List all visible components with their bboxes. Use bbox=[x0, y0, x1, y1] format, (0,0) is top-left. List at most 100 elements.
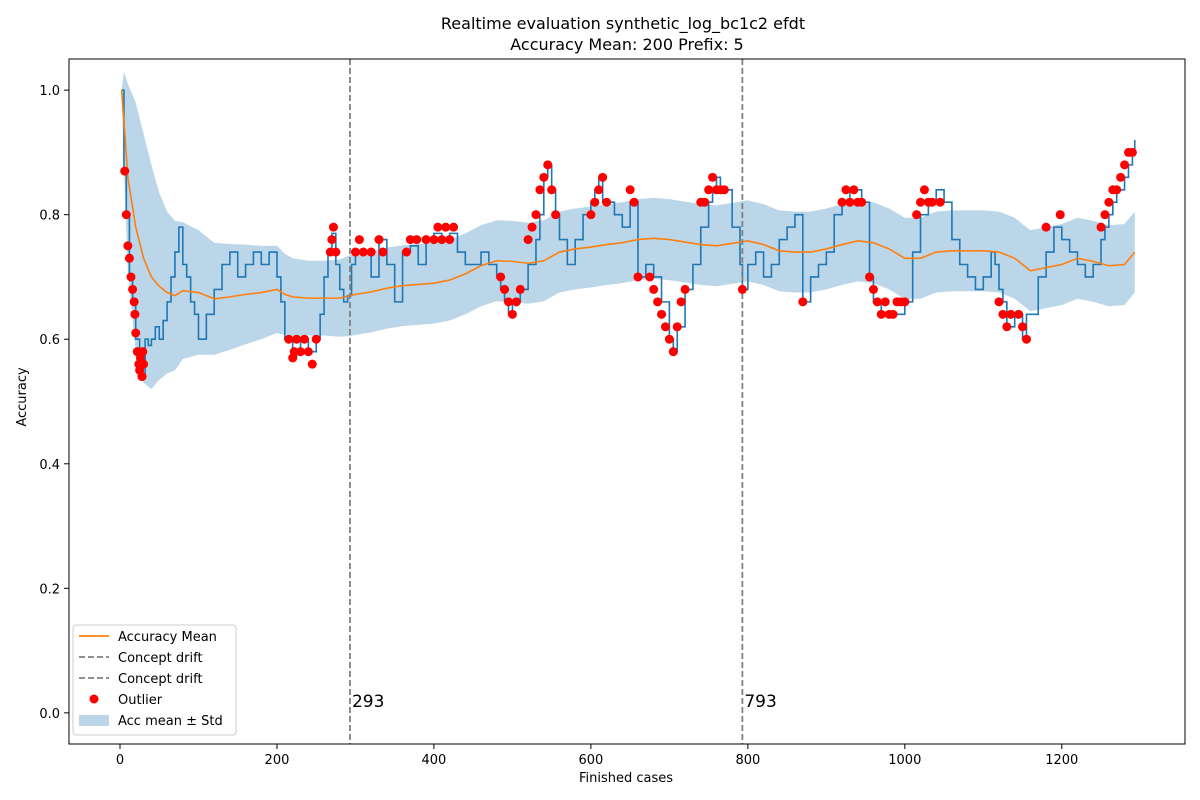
outlier-point bbox=[441, 222, 451, 232]
outlier-point bbox=[586, 210, 596, 220]
outlier-point bbox=[1096, 222, 1106, 232]
x-tick-label: 400 bbox=[422, 753, 447, 768]
outlier-point bbox=[284, 334, 294, 344]
outlier-point bbox=[660, 322, 670, 332]
plot-area: 293 793 0 200 400 600 800 1000 1200 0.0 0.2 0.4 0.6 0… bbox=[39, 58, 1186, 768]
outlier-point bbox=[919, 185, 929, 195]
outlier-point bbox=[737, 284, 747, 294]
outlier-point bbox=[511, 297, 521, 307]
chart-subtitle: Accuracy Mean: 200 Prefix: 5 bbox=[510, 35, 743, 54]
y-tick-label: 0.4 bbox=[39, 458, 60, 473]
outlier-point bbox=[129, 297, 139, 307]
outlier-point bbox=[421, 235, 431, 245]
outlier-point bbox=[500, 284, 510, 294]
accuracy-line bbox=[121, 89, 1136, 378]
outlier-point bbox=[868, 284, 878, 294]
outlier-point bbox=[704, 185, 714, 195]
outlier-point bbox=[139, 359, 149, 369]
accuracy-mean-line bbox=[120, 90, 1136, 300]
outlier-point bbox=[602, 197, 612, 207]
outlier-point bbox=[374, 235, 384, 245]
y-tick-label: 1.0 bbox=[39, 84, 60, 99]
outlier-point bbox=[1018, 322, 1028, 332]
outlier-point bbox=[507, 309, 517, 319]
outlier-point bbox=[437, 235, 447, 245]
outlier-point bbox=[625, 185, 635, 195]
outlier-point bbox=[531, 210, 541, 220]
outlier-point bbox=[916, 197, 926, 207]
x-tick-label: 1000 bbox=[888, 753, 921, 768]
outlier-point bbox=[120, 166, 130, 176]
outlier-point bbox=[299, 334, 309, 344]
outlier-point bbox=[1100, 210, 1110, 220]
outlier-point bbox=[633, 272, 643, 282]
outlier-point bbox=[649, 284, 659, 294]
outlier-point bbox=[523, 235, 533, 245]
outlier-point bbox=[292, 334, 302, 344]
outlier-point bbox=[429, 235, 439, 245]
outlier-point bbox=[378, 247, 388, 257]
outlier-point bbox=[350, 247, 360, 257]
outlier-point bbox=[539, 172, 549, 182]
outlier-point bbox=[998, 309, 1008, 319]
outlier-point bbox=[503, 297, 513, 307]
outlier-point bbox=[1014, 309, 1024, 319]
legend-label: Acc mean ± Std bbox=[118, 714, 223, 729]
outlier-point bbox=[653, 297, 663, 307]
outlier-point bbox=[138, 347, 148, 357]
outlier-point bbox=[296, 347, 306, 357]
outlier-point bbox=[845, 197, 855, 207]
outlier-point bbox=[366, 247, 376, 257]
outlier-point bbox=[126, 272, 136, 282]
outlier-point bbox=[700, 197, 710, 207]
outlier-point bbox=[527, 222, 537, 232]
outlier-point bbox=[327, 235, 337, 245]
outlier-point bbox=[676, 297, 686, 307]
axes-frame bbox=[68, 58, 1186, 745]
outlier-point bbox=[598, 172, 608, 182]
outlier-point bbox=[128, 284, 138, 294]
outlier-point bbox=[590, 197, 600, 207]
outlier-point bbox=[401, 247, 411, 257]
outlier-point bbox=[496, 272, 506, 282]
outlier-point bbox=[445, 235, 455, 245]
outlier-point bbox=[121, 210, 131, 220]
outlier-point bbox=[994, 297, 1004, 307]
legend-swatch-patch bbox=[79, 715, 109, 726]
outlier-point bbox=[328, 222, 338, 232]
outlier-point bbox=[672, 322, 682, 332]
y-tick-label: 0.2 bbox=[39, 582, 60, 597]
outlier-point bbox=[515, 284, 525, 294]
y-tick-label: 0.6 bbox=[39, 333, 60, 348]
outlier-point bbox=[307, 359, 317, 369]
outlier-point bbox=[131, 328, 141, 338]
outlier-point bbox=[1002, 322, 1012, 332]
outlier-point bbox=[912, 210, 922, 220]
legend-label: Concept drift bbox=[118, 672, 203, 687]
outlier-point bbox=[303, 347, 313, 357]
outlier-point bbox=[433, 222, 443, 232]
outlier-point bbox=[137, 372, 147, 382]
outlier-point bbox=[311, 334, 321, 344]
outlier-point bbox=[876, 309, 886, 319]
outlier-point bbox=[412, 235, 422, 245]
outlier-point bbox=[547, 185, 557, 195]
outlier-point bbox=[543, 160, 553, 170]
outlier-point bbox=[449, 222, 459, 232]
outlier-point bbox=[354, 235, 364, 245]
outlier-point bbox=[849, 185, 859, 195]
concept-drift-label: 793 bbox=[744, 692, 776, 712]
outlier-point bbox=[865, 272, 875, 282]
outlier-point bbox=[405, 235, 415, 245]
x-tick-label: 600 bbox=[578, 753, 603, 768]
outlier-point bbox=[880, 297, 890, 307]
legend-label: Accuracy Mean bbox=[118, 630, 217, 645]
outlier-point bbox=[1116, 172, 1126, 182]
outlier-point bbox=[123, 241, 133, 251]
x-tick-label: 1200 bbox=[1045, 753, 1078, 768]
std-band bbox=[121, 71, 1135, 390]
outlier-point bbox=[289, 347, 299, 357]
outlier-point bbox=[124, 253, 134, 263]
outlier-point bbox=[358, 247, 368, 257]
outlier-point bbox=[888, 309, 898, 319]
